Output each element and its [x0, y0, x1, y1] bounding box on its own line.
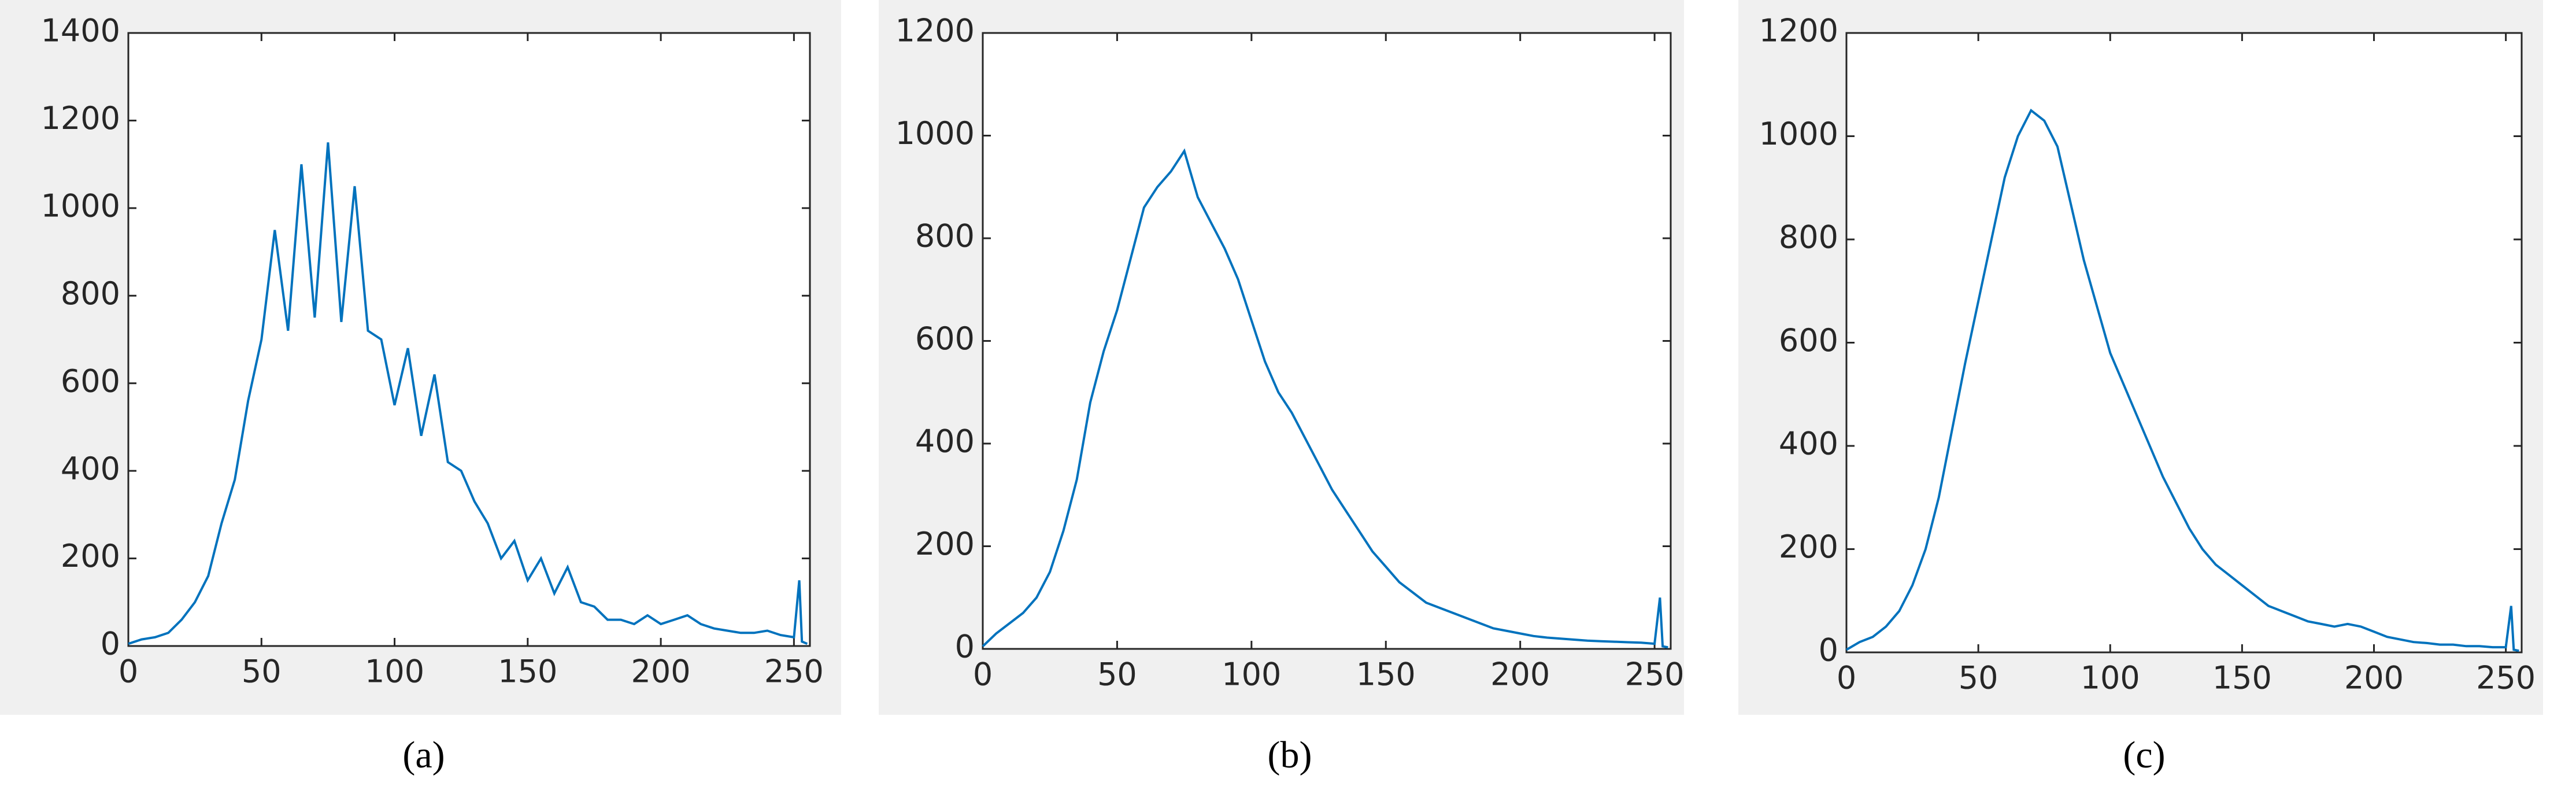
panel-caption: (b)	[1268, 734, 1312, 776]
x-tick-label: 200	[1490, 656, 1550, 693]
x-tick-label: 0	[1837, 660, 1856, 696]
x-tick-label: 150	[2212, 660, 2272, 696]
x-tick-label: 50	[242, 654, 282, 690]
y-tick-label: 1000	[1759, 116, 1838, 152]
y-tick-label: 400	[61, 451, 120, 487]
y-tick-label: 800	[61, 275, 120, 312]
y-tick-label: 200	[1779, 529, 1838, 565]
x-tick-label: 200	[631, 654, 691, 690]
histogram-line	[982, 148, 1668, 649]
histogram-line	[1845, 108, 2519, 652]
y-tick-label: 1000	[41, 187, 120, 224]
y-tick-label: 0	[955, 629, 975, 665]
panel-caption: (a)	[402, 734, 445, 776]
x-tick-label: 200	[2344, 660, 2404, 696]
y-tick-label: 200	[61, 538, 120, 574]
plot-area	[127, 32, 811, 647]
plot-area	[1845, 32, 2523, 654]
y-tick-label: 600	[61, 363, 120, 399]
y-tick-label: 1200	[895, 13, 975, 49]
x-tick-label: 100	[365, 654, 424, 690]
y-tick-label: 400	[915, 423, 975, 460]
panel-caption: (c)	[2123, 734, 2165, 776]
y-tick-label: 1200	[41, 100, 120, 136]
histogram-line	[128, 142, 808, 645]
x-tick-label: 150	[1356, 656, 1416, 693]
y-tick-label: 600	[915, 320, 975, 357]
x-tick-label: 0	[119, 654, 138, 690]
y-tick-label: 800	[1779, 219, 1838, 256]
x-tick-label: 50	[1097, 656, 1137, 693]
y-tick-label: 800	[915, 218, 975, 254]
x-tick-label: 250	[1625, 656, 1685, 693]
y-tick-label: 0	[1819, 632, 1838, 669]
x-tick-label: 250	[764, 654, 824, 690]
x-tick-label: 250	[2476, 660, 2536, 696]
plot-area	[982, 32, 1672, 650]
y-tick-label: 600	[1779, 322, 1838, 359]
y-tick-label: 400	[1779, 426, 1838, 462]
y-tick-label: 1000	[895, 115, 975, 152]
y-tick-label: 1200	[1759, 13, 1838, 49]
x-tick-label: 100	[1222, 656, 1281, 693]
x-tick-label: 100	[2081, 660, 2140, 696]
x-tick-label: 50	[1959, 660, 1998, 696]
y-tick-label: 1400	[41, 13, 120, 49]
y-tick-label: 0	[101, 626, 120, 662]
x-tick-label: 150	[498, 654, 557, 690]
x-tick-label: 0	[973, 656, 993, 693]
y-tick-label: 200	[915, 526, 975, 562]
